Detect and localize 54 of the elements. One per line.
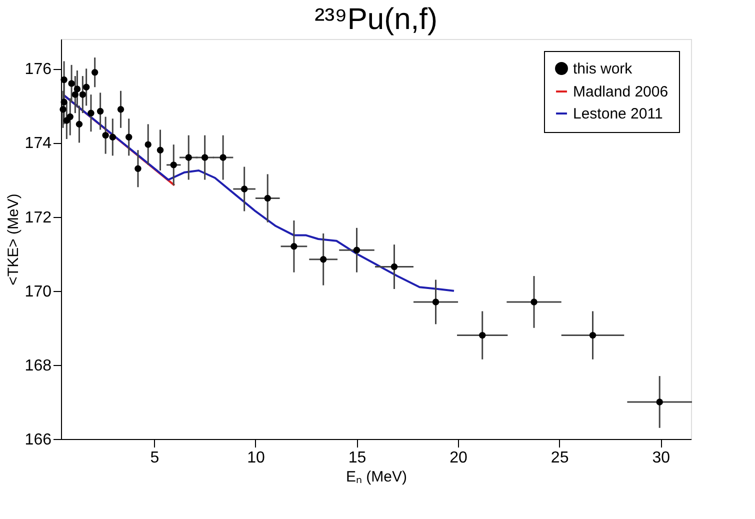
point [530, 298, 538, 306]
legend-label: Lestone 2011 [573, 106, 663, 122]
point [134, 165, 142, 172]
chart-title: ²³⁹Pu(n,f) [314, 3, 438, 36]
point [72, 91, 79, 98]
point [390, 263, 398, 270]
point [60, 76, 68, 84]
y-tick-label: 170 [24, 283, 52, 300]
point [185, 154, 192, 161]
point [264, 194, 271, 202]
point [220, 154, 226, 161]
y-tick-label: 166 [24, 432, 52, 448]
point [74, 86, 81, 92]
point [201, 154, 208, 161]
point [60, 98, 68, 106]
point [126, 134, 132, 140]
point [109, 134, 116, 140]
point [66, 113, 74, 120]
point [102, 132, 109, 139]
point [60, 106, 66, 113]
point [79, 91, 86, 98]
y-tick-label: 172 [24, 209, 52, 226]
y-tick-label: 168 [24, 357, 52, 374]
legend-label: Madland 2006 [573, 84, 668, 100]
point [290, 243, 298, 250]
legend-label: this work [573, 60, 633, 78]
point [656, 398, 663, 406]
point [320, 256, 327, 263]
point [82, 84, 90, 90]
point [589, 332, 596, 339]
point [88, 110, 94, 116]
point [478, 332, 486, 339]
x-tick-label: 25 [550, 450, 569, 466]
point [68, 80, 75, 87]
x-tick-label: 5 [150, 450, 160, 466]
y-tick-label: 176 [24, 61, 52, 78]
point [117, 106, 124, 113]
x-tick-label: 10 [247, 450, 265, 466]
point [96, 108, 104, 115]
point [144, 141, 152, 148]
point [91, 68, 98, 76]
point [240, 186, 248, 192]
x-tick-label: 15 [348, 450, 366, 466]
line-series [62, 94, 455, 292]
y-tick-label: 174 [24, 135, 52, 152]
point [170, 162, 177, 168]
point [432, 298, 440, 306]
point [353, 246, 360, 254]
x-axis-title: Eₙ (MeV) [346, 468, 408, 486]
point [156, 146, 164, 154]
x-tick-label: 20 [450, 450, 468, 466]
point [76, 120, 83, 128]
y-axis-title: <TKE> (MeV) [4, 194, 22, 286]
x-tick-label: 30 [652, 450, 670, 466]
